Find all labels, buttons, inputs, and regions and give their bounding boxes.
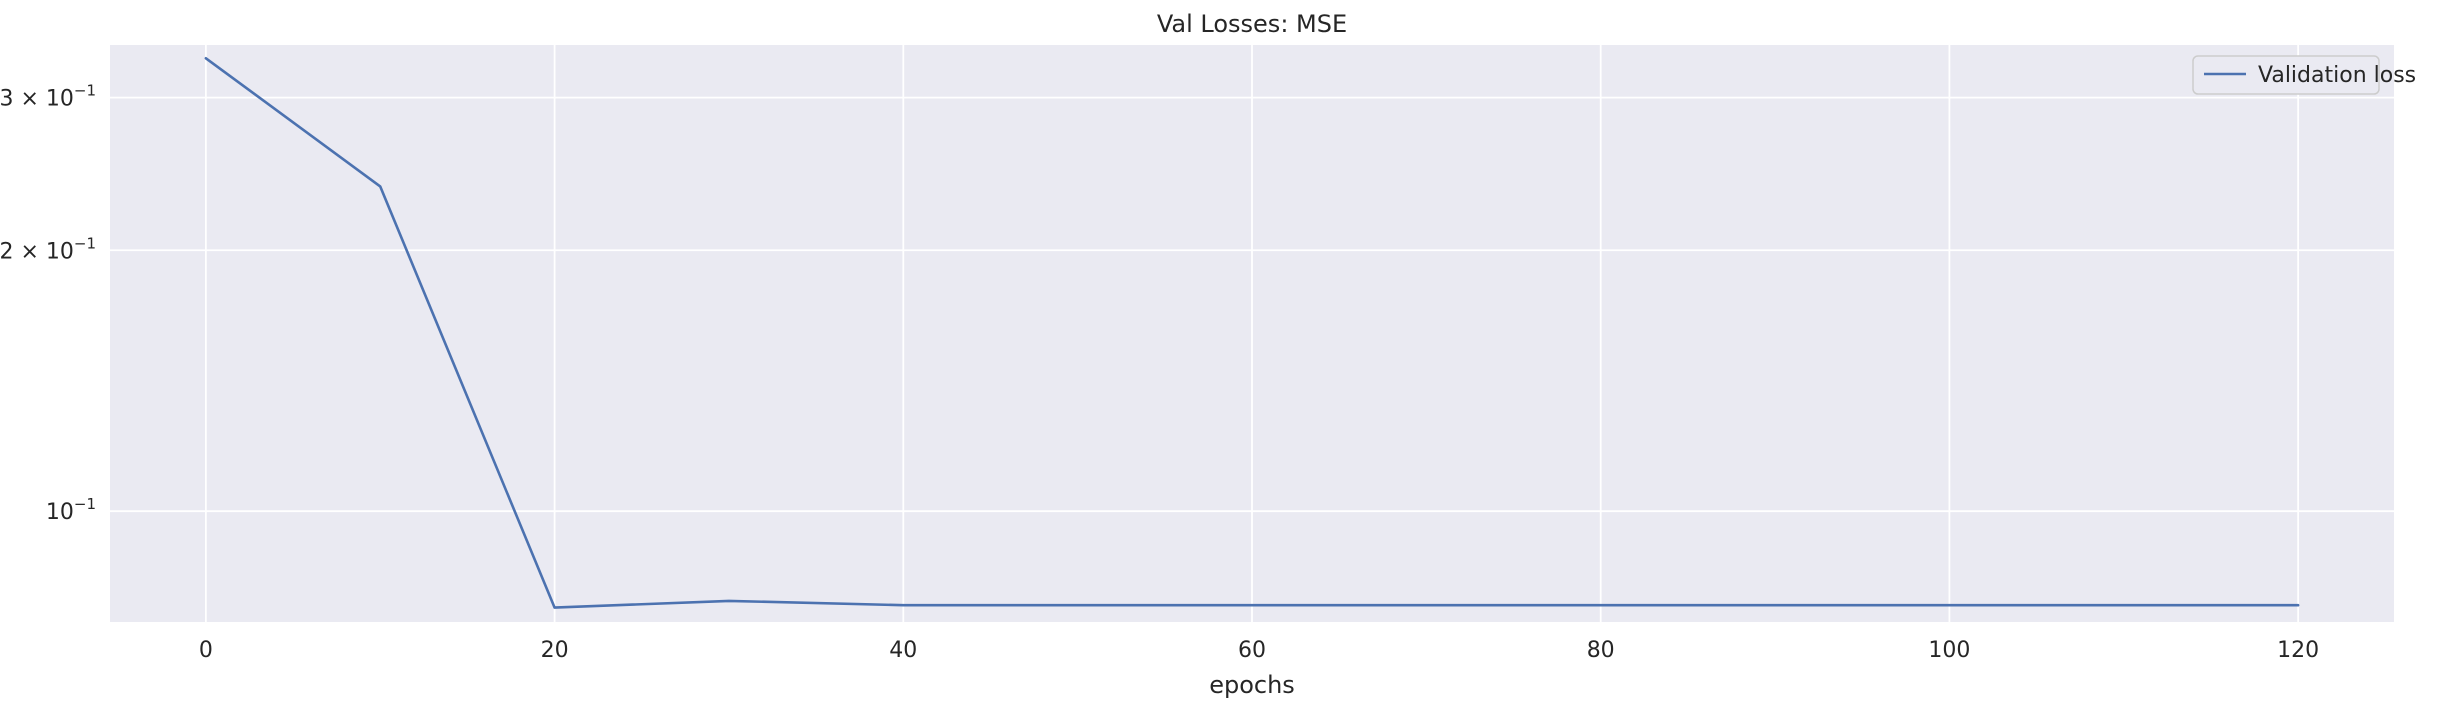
y-tick-label: 3 × 10−1 [0, 82, 96, 112]
legend-box [2192, 55, 2380, 95]
x-tick-label: 100 [1928, 638, 1970, 663]
chart-title: Val Losses: MSE [1157, 10, 1347, 38]
series-line [204, 56, 2300, 609]
y-tick-label: 2 × 10−1 [0, 234, 96, 264]
x-tick-label: 40 [889, 638, 917, 663]
legend-label: Validation loss [2258, 63, 2416, 88]
x-tick-label: 80 [1587, 638, 1615, 663]
x-gridlines [204, 45, 2300, 622]
x-tick-label: 20 [541, 638, 569, 663]
x-axis: 0 20 40 60 80 100 120 [199, 638, 2319, 663]
x-tick-label: 120 [2277, 638, 2319, 663]
y-axis: 10−1 2 × 10−1 3 × 10−1 [0, 82, 96, 526]
y-tick-label: 10−1 [46, 495, 96, 525]
legend: Validation loss [2192, 55, 2416, 95]
x-axis-label: epochs [1209, 671, 1295, 699]
y-gridlines [110, 96, 2394, 513]
x-tick-label: 0 [199, 638, 213, 663]
series-layer [204, 56, 2300, 609]
x-tick-label: 60 [1238, 638, 1266, 663]
